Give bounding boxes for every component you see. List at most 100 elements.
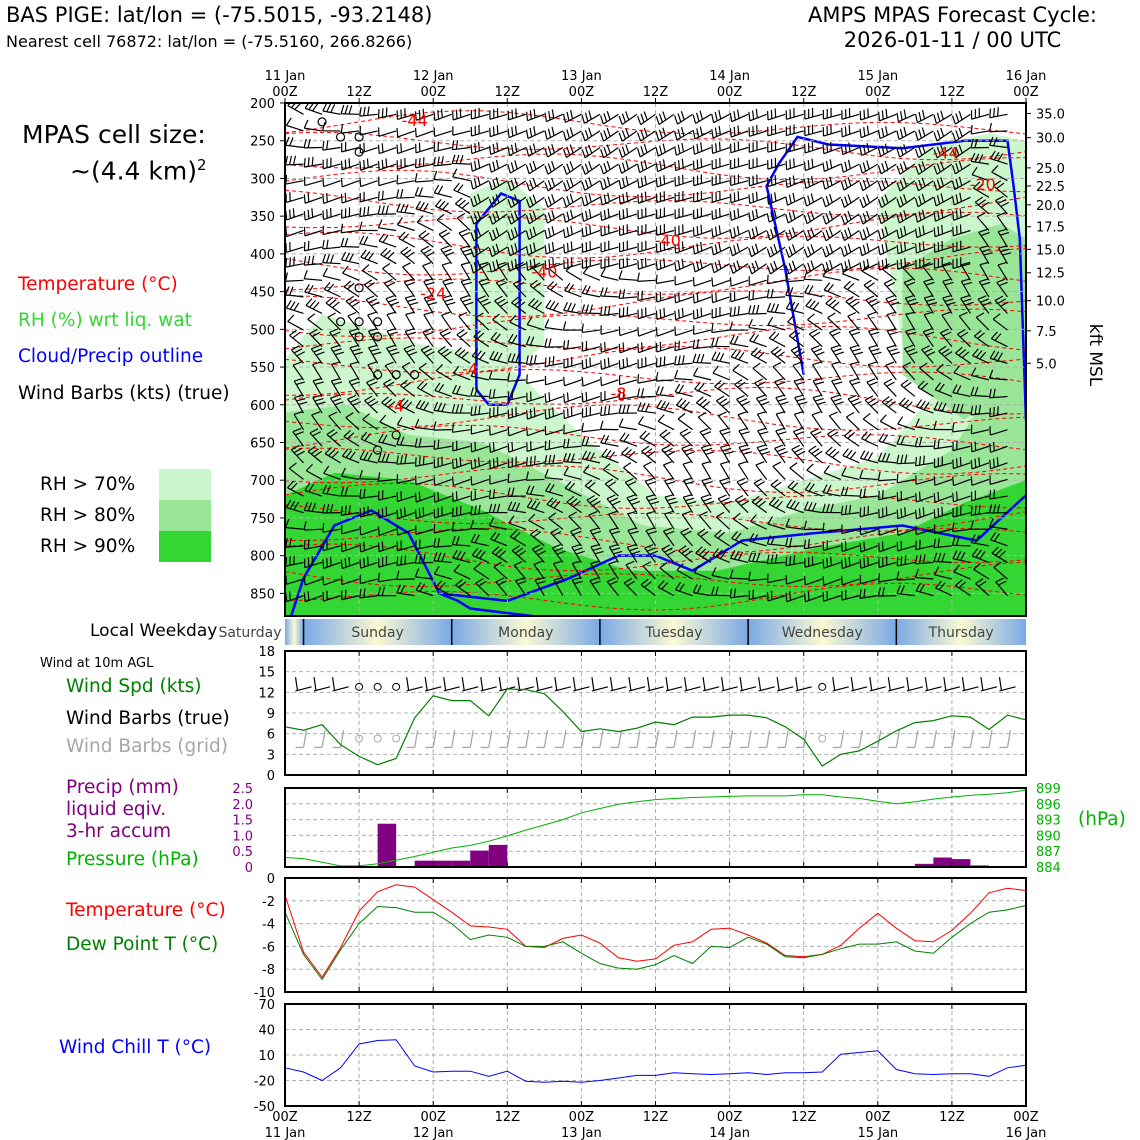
wind-barb-flag — [312, 103, 319, 112]
wind-barb-flag — [311, 502, 317, 512]
wind-barb-flag — [755, 208, 759, 219]
wind-barb-flag — [978, 505, 981, 515]
wind-barb — [415, 195, 434, 198]
wind-barb-flag — [658, 129, 663, 139]
wind-barb-flag — [696, 226, 699, 236]
wind-barb-flag — [473, 262, 478, 272]
wind-barb-flag — [740, 500, 750, 507]
wind-barb-flag — [933, 493, 936, 503]
wind-barb — [360, 163, 378, 171]
wind-barb — [434, 146, 452, 153]
wind-barb — [664, 496, 675, 513]
wind-barb — [606, 581, 619, 597]
wind-barb — [825, 246, 842, 258]
bottom-day-label: 13 Jan — [561, 1126, 602, 1140]
wind-barb — [656, 246, 675, 254]
wind-barb-flag — [604, 435, 610, 444]
wind-barb-flag — [584, 195, 589, 205]
wind-speed-label: Wind Spd (kts) — [66, 676, 202, 697]
wind-barb — [880, 229, 897, 240]
wind-barb-flag — [877, 147, 882, 157]
wind-barb-flag — [551, 241, 555, 251]
kft-tick-label: 12.5 — [1036, 267, 1065, 282]
wind-barb — [656, 213, 675, 220]
wind-barb-flag — [922, 554, 926, 564]
pressure-tick-label: 650 — [250, 436, 275, 451]
wind-barb-flag — [862, 244, 867, 254]
wind-barb-flag — [756, 481, 765, 487]
wind-barb-flag — [488, 163, 492, 173]
wind-barb-flag — [343, 430, 351, 438]
wind-barb-flag — [529, 196, 534, 206]
wind-barb-flag — [715, 143, 717, 153]
wind-barb-flag — [377, 144, 380, 154]
wind-barb-flag — [627, 480, 637, 486]
wind-barb — [604, 483, 619, 497]
wind-barb-flag — [825, 160, 829, 170]
wind-barb-flag — [944, 298, 954, 302]
wind-barb — [323, 561, 341, 569]
wind-barb — [805, 489, 823, 497]
temp-tick-label: -4 — [262, 918, 275, 933]
wind-barb — [917, 213, 934, 223]
wind-barb-flag — [825, 178, 830, 188]
wind-barb-flag — [536, 580, 546, 585]
wind-barb-flag — [452, 459, 454, 469]
wind-barb-flag — [990, 532, 997, 541]
wind-barb — [638, 196, 656, 204]
wind-barb — [415, 561, 434, 564]
wind-barb-flag — [348, 253, 354, 262]
wind-barb-flag — [438, 200, 446, 209]
wind-barb-flag — [702, 401, 711, 408]
wind-barb — [341, 512, 360, 516]
wind-barb-flag — [423, 248, 432, 255]
wind-barb-flag — [498, 281, 508, 287]
wind-barb-flag — [933, 227, 936, 237]
wind-barb-flag — [849, 378, 859, 382]
wind-barb — [363, 284, 379, 298]
wind-barb — [794, 397, 805, 414]
wind-barb-flag — [492, 458, 495, 468]
wind-barb-flag — [788, 262, 793, 272]
wind-barb — [510, 229, 527, 241]
wind-barb-flag — [349, 344, 359, 349]
wind-barb — [861, 270, 879, 281]
wind-barb-grid — [599, 730, 604, 748]
wind-barb — [958, 315, 971, 331]
wind-barb-flag — [525, 336, 531, 345]
wind-barb — [489, 525, 508, 530]
wind-barb — [719, 480, 731, 497]
wind-barb — [456, 217, 471, 231]
wind-barb-flag — [903, 126, 907, 136]
wind-barb-flag — [925, 281, 935, 286]
wind-barb-flag — [823, 282, 831, 291]
wind-barb — [359, 113, 378, 117]
wind-barb — [471, 541, 489, 547]
wind-barb-flag — [766, 554, 770, 564]
wind-barb — [422, 265, 434, 281]
wind-barb-flag — [712, 365, 719, 374]
wind-barb — [639, 163, 656, 174]
wind-barb-flag — [755, 108, 758, 118]
wind-barb-flag — [729, 307, 732, 317]
kft-tick-label: 22.5 — [1036, 180, 1065, 195]
wind-barb-flag — [877, 261, 881, 271]
wind-barb-flag — [344, 159, 347, 169]
wind-barb-flag — [344, 505, 347, 515]
wind-barb-flag — [825, 229, 830, 239]
wind-barb-flag — [757, 427, 767, 432]
kft-axis-label: kft MSL — [1085, 324, 1105, 387]
wind-barb-flag — [621, 113, 626, 123]
top-hour-label: 12Z — [495, 85, 521, 100]
wind-barb-flag — [461, 261, 471, 266]
wind-barb-grid — [432, 730, 437, 748]
wind-barb — [749, 146, 767, 153]
wind-barb-flag — [600, 360, 603, 370]
wind-barb-flag — [442, 331, 451, 337]
wind-barb-flag — [773, 243, 778, 253]
wind-barb-flag — [890, 351, 900, 356]
wind-barb-flag — [590, 560, 600, 565]
wind-barb-flag — [436, 213, 445, 221]
wind-barb-flag — [840, 181, 845, 191]
wind-barb-flag — [803, 575, 806, 586]
